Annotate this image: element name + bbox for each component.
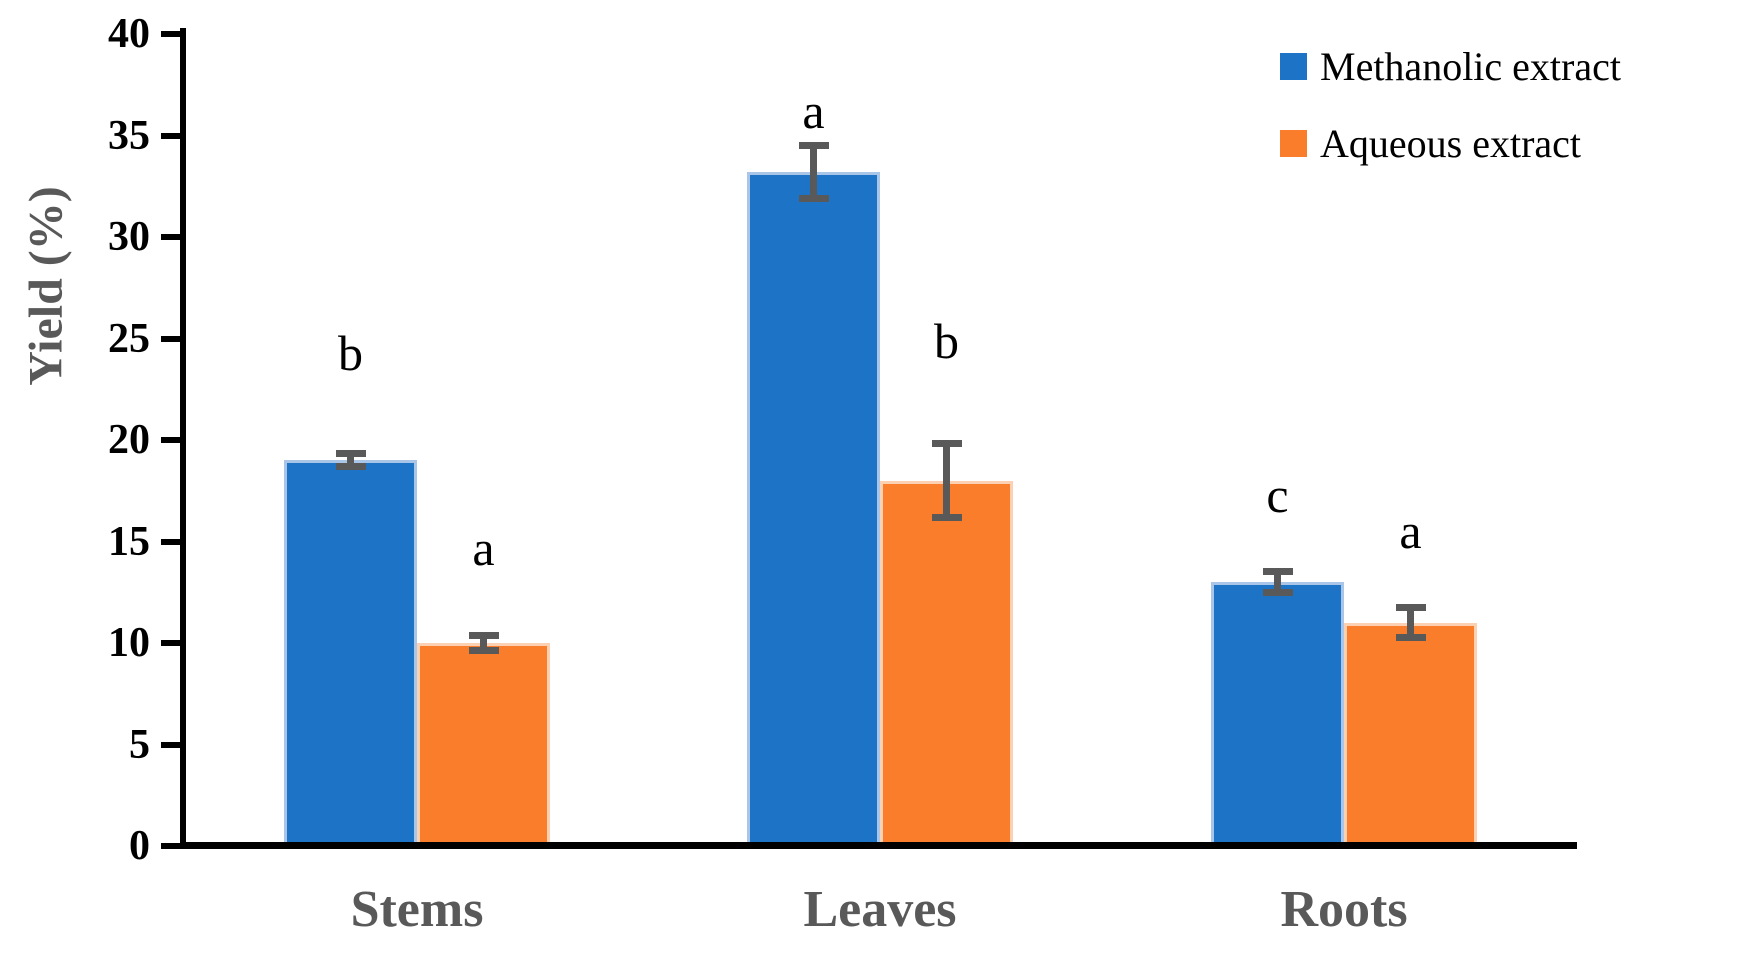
x-axis-line (180, 842, 1577, 849)
bar-aqueous-extract-leaves (880, 480, 1013, 844)
significance-letter-leaves-methanolic-extract: a (802, 83, 825, 140)
bar-methanolic-extract-leaves (747, 172, 880, 844)
y-tick-label-25: 25 (108, 315, 150, 362)
y-tick-label-5: 5 (129, 721, 150, 768)
legend-swatch-methanolic-icon (1280, 53, 1307, 80)
error-bar-line (480, 631, 487, 655)
y-tick-label-15: 15 (108, 518, 150, 565)
y-tick-mark-0 (161, 843, 180, 849)
legend-item-methanolic-extract: Methanolic extract (1280, 42, 1621, 91)
legend-label-aqueous: Aqueous extract (1320, 121, 1582, 166)
legend: Methanolic extract Aqueous extract (1280, 42, 1621, 196)
error-bar-cap-bottom (1262, 589, 1293, 597)
error-bar-aqueous-extract-stems (468, 631, 499, 655)
error-bar-cap-top (468, 631, 499, 639)
y-tick-label-10: 10 (108, 620, 150, 666)
y-tick-label-0: 0 (129, 823, 150, 869)
error-bar-cap-bottom (335, 463, 366, 471)
y-tick-mark-20 (161, 437, 180, 443)
error-bar-line (347, 450, 354, 471)
error-bar-methanolic-extract-stems (335, 450, 366, 471)
legend-swatch-aqueous-icon (1280, 130, 1307, 157)
y-tick-mark-10 (161, 640, 180, 646)
x-category-label-leaves: Leaves (803, 881, 957, 938)
y-tick-label-30: 30 (108, 214, 150, 260)
x-category-label-stems: Stems (350, 881, 484, 938)
error-bar-aqueous-extract-roots (1395, 604, 1426, 641)
y-tick-label-40: 40 (108, 11, 150, 57)
error-bar-cap-bottom (468, 647, 499, 655)
significance-letter-roots-aqueous-extract: a (1399, 503, 1422, 560)
bar-methanolic-extract-roots (1211, 582, 1344, 844)
y-tick-mark-30 (161, 234, 180, 240)
error-bar-cap-top (931, 440, 962, 447)
x-category-label-roots: Roots (1280, 881, 1408, 938)
error-bar-aqueous-extract-leaves (931, 440, 962, 522)
error-bar-cap-bottom (798, 195, 829, 203)
y-tick-mark-25 (161, 335, 180, 342)
error-bar-cap-top (1262, 567, 1293, 575)
error-bar-cap-bottom (931, 514, 962, 522)
bar-aqueous-extract-roots (1344, 622, 1477, 844)
bar-methanolic-extract-stems (284, 460, 417, 844)
legend-item-aqueous-extract: Aqueous extract (1280, 119, 1621, 168)
significance-letter-roots-methanolic-extract: c (1266, 466, 1289, 523)
error-bar-cap-top (335, 450, 366, 458)
error-bar-line (943, 440, 950, 522)
significance-letter-stems-methanolic-extract: b (338, 324, 363, 381)
significance-letter-leaves-aqueous-extract: b (934, 312, 959, 369)
y-tick-mark-15 (161, 538, 180, 545)
error-bar-methanolic-extract-roots (1262, 567, 1293, 597)
error-bar-methanolic-extract-leaves (798, 141, 829, 203)
legend-label-methanolic: Methanolic extract (1320, 44, 1621, 89)
significance-letter-stems-aqueous-extract: a (472, 519, 495, 576)
y-tick-label-20: 20 (108, 417, 150, 463)
y-tick-mark-5 (161, 741, 180, 748)
error-bar-line (1407, 604, 1414, 641)
y-tick-label-35: 35 (108, 112, 150, 159)
y-tick-mark-40 (161, 31, 180, 37)
y-tick-mark-35 (161, 132, 180, 139)
error-bar-cap-bottom (1395, 633, 1426, 641)
error-bar-cap-top (1395, 604, 1426, 612)
y-axis-line (180, 28, 186, 849)
error-bar-cap-top (798, 141, 829, 149)
error-bar-line (1274, 567, 1281, 597)
bar-aqueous-extract-stems (417, 643, 550, 844)
error-bar-line (810, 141, 817, 203)
